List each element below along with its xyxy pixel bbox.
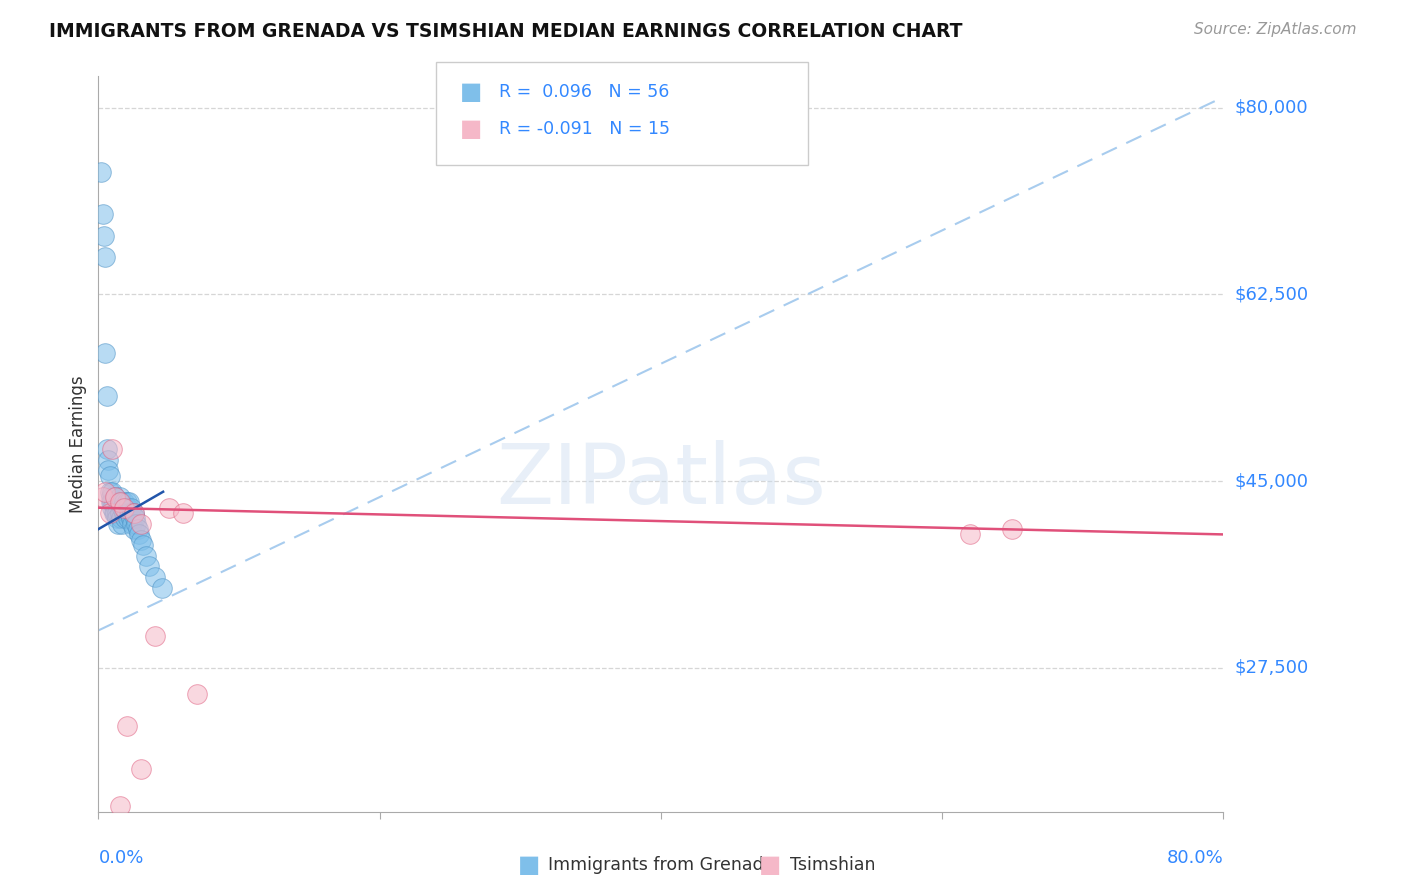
Point xyxy=(111,516,134,531)
Point xyxy=(96,389,118,403)
Point xyxy=(104,506,127,520)
Text: ■: ■ xyxy=(460,80,482,103)
Point xyxy=(105,506,128,520)
Point xyxy=(117,511,139,525)
Point xyxy=(115,506,138,520)
Point xyxy=(122,506,145,520)
Point xyxy=(105,511,128,525)
Text: $45,000: $45,000 xyxy=(1234,472,1309,490)
Point xyxy=(94,484,117,499)
Point xyxy=(115,495,138,509)
Point xyxy=(104,490,127,504)
Point xyxy=(157,500,180,515)
Point xyxy=(135,549,157,563)
Point xyxy=(103,495,125,509)
Point xyxy=(120,500,142,515)
Text: $62,500: $62,500 xyxy=(1234,285,1309,303)
Point xyxy=(108,490,131,504)
Point xyxy=(111,500,134,515)
Point xyxy=(101,442,124,456)
Point xyxy=(97,452,120,467)
Point xyxy=(114,511,136,525)
Point xyxy=(108,495,131,509)
Point xyxy=(118,506,141,520)
Point xyxy=(172,506,194,520)
Point xyxy=(114,500,136,515)
Point xyxy=(100,495,122,509)
Point xyxy=(124,511,146,525)
Point xyxy=(127,522,149,536)
Point xyxy=(120,511,142,525)
Point xyxy=(128,527,150,541)
Text: ■: ■ xyxy=(517,854,540,877)
Y-axis label: Median Earnings: Median Earnings xyxy=(69,375,87,513)
Point xyxy=(122,522,145,536)
Point xyxy=(143,629,166,643)
Point xyxy=(94,346,117,360)
Text: Source: ZipAtlas.com: Source: ZipAtlas.com xyxy=(1194,22,1357,37)
Point xyxy=(121,506,143,520)
Point xyxy=(96,442,118,456)
Point xyxy=(112,495,135,509)
Point xyxy=(98,506,121,520)
Point xyxy=(143,570,166,584)
Point xyxy=(117,500,139,515)
Point xyxy=(1001,522,1024,536)
Point xyxy=(100,490,122,504)
Text: $27,500: $27,500 xyxy=(1234,658,1309,677)
Point xyxy=(129,516,152,531)
Point xyxy=(107,516,129,531)
Point xyxy=(186,687,208,701)
Text: R =  0.096   N = 56: R = 0.096 N = 56 xyxy=(499,83,669,101)
Text: ■: ■ xyxy=(759,854,782,877)
Point xyxy=(138,559,160,574)
Point xyxy=(115,719,138,733)
Text: ■: ■ xyxy=(460,118,482,141)
Point xyxy=(98,468,121,483)
Point xyxy=(91,207,114,221)
Point xyxy=(97,463,120,477)
Point xyxy=(118,495,141,509)
Point xyxy=(110,495,132,509)
Text: Immigrants from Grenada: Immigrants from Grenada xyxy=(548,856,775,874)
Point xyxy=(108,506,131,520)
Text: 0.0%: 0.0% xyxy=(98,849,143,867)
Text: 80.0%: 80.0% xyxy=(1167,849,1223,867)
Text: Tsimshian: Tsimshian xyxy=(790,856,876,874)
Point xyxy=(94,250,117,264)
Point xyxy=(98,484,121,499)
Point xyxy=(132,538,155,552)
Text: ZIPatlas: ZIPatlas xyxy=(496,440,825,521)
Point xyxy=(121,516,143,531)
Point xyxy=(91,490,114,504)
Point xyxy=(125,516,148,531)
Text: IMMIGRANTS FROM GRENADA VS TSIMSHIAN MEDIAN EARNINGS CORRELATION CHART: IMMIGRANTS FROM GRENADA VS TSIMSHIAN MED… xyxy=(49,22,963,41)
Point xyxy=(101,495,124,509)
Point xyxy=(108,799,131,814)
Point xyxy=(101,500,124,515)
Point xyxy=(107,495,129,509)
Point xyxy=(150,581,173,595)
Point xyxy=(122,506,145,520)
Point xyxy=(103,506,125,520)
Point xyxy=(104,490,127,504)
Text: $80,000: $80,000 xyxy=(1234,99,1308,117)
Point xyxy=(129,533,152,547)
Point xyxy=(90,165,112,179)
Point xyxy=(129,762,152,776)
Point xyxy=(101,484,124,499)
Point xyxy=(93,228,115,243)
Point xyxy=(110,511,132,525)
Point xyxy=(959,527,981,541)
Point xyxy=(112,500,135,515)
Text: R = -0.091   N = 15: R = -0.091 N = 15 xyxy=(499,120,671,138)
Point xyxy=(112,506,135,520)
